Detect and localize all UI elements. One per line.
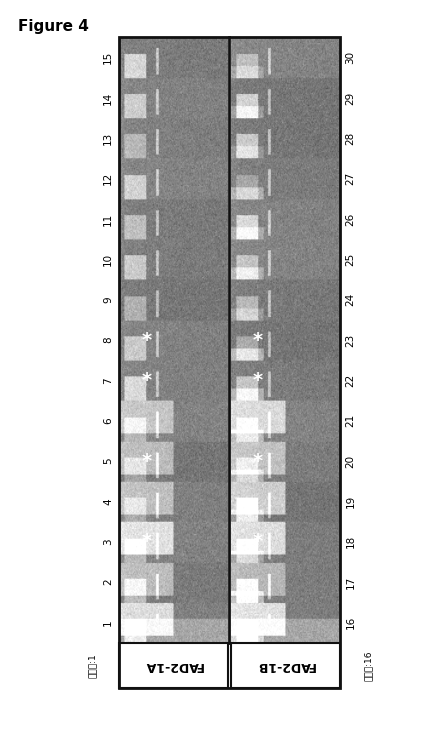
Text: FAD2-1B: FAD2-1B	[256, 659, 315, 672]
Bar	[119, 643, 228, 688]
Text: 7: 7	[103, 377, 113, 384]
Text: 19: 19	[346, 494, 355, 508]
Text: 14: 14	[103, 91, 113, 105]
Text: 22: 22	[346, 374, 355, 387]
Text: 17: 17	[346, 575, 355, 589]
Text: 25: 25	[346, 253, 355, 266]
Text: 20: 20	[346, 455, 355, 468]
Text: 3: 3	[103, 539, 113, 545]
Text: 26: 26	[346, 212, 355, 226]
Text: 23: 23	[346, 334, 355, 346]
Text: 9: 9	[103, 296, 113, 303]
Text: 12: 12	[103, 172, 113, 186]
Text: *: *	[253, 331, 263, 349]
Text: FAD2-1A: FAD2-1A	[144, 659, 203, 672]
Text: 21: 21	[346, 414, 355, 427]
Text: 29: 29	[346, 91, 355, 105]
Text: *: *	[141, 371, 151, 390]
Text: 8: 8	[103, 337, 113, 343]
Text: 18: 18	[346, 535, 355, 548]
Text: *: *	[141, 533, 151, 551]
Text: 2: 2	[103, 579, 113, 586]
Text: 15: 15	[103, 51, 113, 64]
Text: 6: 6	[103, 417, 113, 424]
Text: *: *	[253, 452, 263, 470]
Text: *: *	[141, 452, 151, 470]
Text: *: *	[253, 371, 263, 390]
Text: レーン:16: レーン:16	[364, 650, 373, 681]
Text: *: *	[141, 331, 151, 349]
Text: 24: 24	[346, 293, 355, 306]
Text: 30: 30	[346, 51, 355, 64]
Text: 5: 5	[103, 458, 113, 465]
Text: 10: 10	[103, 253, 113, 266]
Text: 16: 16	[346, 616, 355, 629]
Text: 27: 27	[346, 172, 355, 186]
Bar	[231, 643, 340, 688]
Text: 28: 28	[346, 132, 355, 145]
Text: 11: 11	[103, 212, 113, 226]
Text: 1: 1	[103, 619, 113, 626]
Text: *: *	[253, 533, 263, 551]
Text: Figure 4: Figure 4	[18, 19, 89, 34]
Bar	[119, 37, 340, 688]
Text: 4: 4	[103, 498, 113, 505]
Text: レーン:1: レーン:1	[88, 653, 97, 678]
Text: 13: 13	[103, 132, 113, 145]
